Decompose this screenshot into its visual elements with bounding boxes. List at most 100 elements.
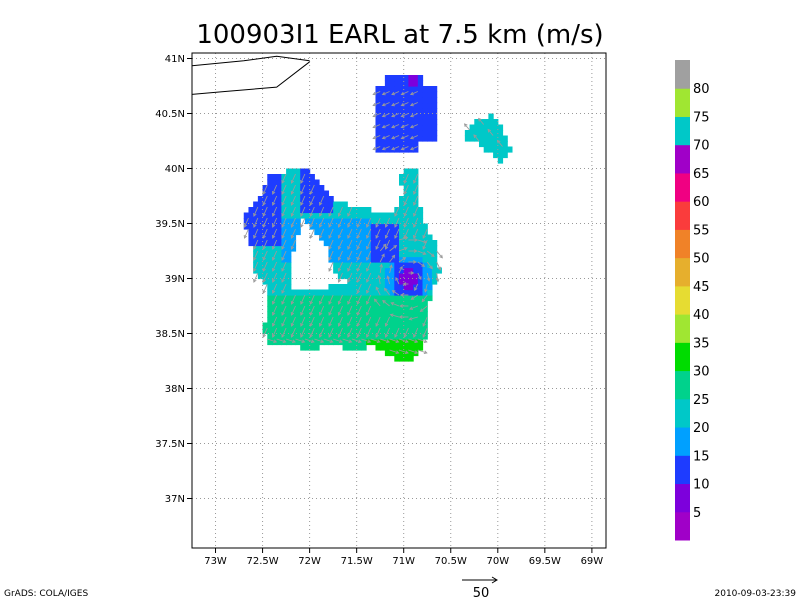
wind-speed-cell <box>399 201 405 208</box>
wind-speed-cell <box>384 223 391 230</box>
wind-vector <box>281 184 287 195</box>
wind-speed-cell <box>342 289 348 296</box>
wind-vector <box>309 195 315 206</box>
wind-speed-cell <box>431 262 438 269</box>
wind-speed-cell <box>399 212 405 219</box>
wind-speed-cell <box>328 223 334 230</box>
wind-speed-cell <box>394 212 400 219</box>
wind-speed-cell <box>342 218 348 225</box>
wind-vector <box>389 264 393 274</box>
wind-speed-cell <box>333 322 339 329</box>
wind-speed-cell <box>314 333 320 340</box>
wind-speed-cell <box>384 350 391 357</box>
wind-speed-cell <box>417 212 424 219</box>
wind-speed-cell <box>361 234 367 241</box>
colorbar-box <box>675 229 690 259</box>
wind-speed-cell <box>408 289 414 296</box>
wind-speed-cell <box>304 185 311 192</box>
wind-vector <box>337 250 343 261</box>
wind-speed-cell <box>304 328 311 335</box>
wind-speed-cell <box>267 196 273 203</box>
wind-speed-cell <box>399 97 405 104</box>
wind-speed-cell <box>375 135 381 142</box>
wind-speed-cell <box>483 119 489 126</box>
wind-vector <box>290 195 296 206</box>
wind-vector <box>290 217 296 228</box>
wind-speed-cell <box>375 91 381 98</box>
wind-speed-cell <box>399 344 405 351</box>
wind-speed-cell <box>403 306 410 313</box>
wind-speed-cell <box>356 251 362 258</box>
wind-speed-cell <box>417 344 424 351</box>
wind-speed-cell <box>380 234 386 241</box>
wind-speed-cell <box>356 262 362 269</box>
wind-speed-cell <box>380 278 386 285</box>
wind-speed-cell <box>262 218 268 225</box>
wind-speed-cell <box>497 157 504 164</box>
wind-speed-cell <box>248 223 254 230</box>
wind-speed-cell <box>314 201 320 208</box>
wind-speed-cell <box>319 289 325 296</box>
wind-speed-cell <box>328 251 334 258</box>
y-tick-label: 38N <box>165 384 185 395</box>
wind-speed-cell <box>276 333 282 340</box>
wind-vector <box>409 113 418 118</box>
wind-speed-cell <box>403 355 410 362</box>
colorbar-label: 45 <box>693 280 710 295</box>
wind-speed-cell <box>276 240 282 247</box>
wind-speed-cell <box>290 185 297 192</box>
wind-speed-cell <box>408 234 414 241</box>
wind-speed-cell <box>394 75 400 82</box>
wind-speed-cell <box>337 212 344 219</box>
wind-speed-cell <box>257 218 264 225</box>
wind-speed-cell <box>431 273 438 280</box>
wind-vector <box>271 305 278 316</box>
wind-speed-cell <box>300 201 306 208</box>
wind-speed-cell <box>323 311 330 318</box>
wind-speed-cell <box>469 135 475 142</box>
wind-speed-cell <box>286 201 292 208</box>
wind-speed-cell <box>403 278 410 285</box>
wind-speed-cell <box>347 278 353 285</box>
wind-speed-cell <box>314 218 320 225</box>
wind-speed-cell <box>417 86 424 93</box>
wind-speed-cell <box>394 223 400 230</box>
wind-speed-cell <box>366 322 372 329</box>
wind-vector <box>384 239 391 250</box>
wind-vector <box>366 305 372 316</box>
wind-speed-cell <box>309 306 315 313</box>
wind-vector <box>366 261 372 272</box>
wind-speed-cell <box>464 130 471 137</box>
wind-speed-cell <box>295 223 301 230</box>
wind-speed-cell <box>281 322 287 329</box>
wind-speed-cell <box>271 229 278 236</box>
wind-speed-cell <box>384 80 391 87</box>
wind-speed-cell <box>380 344 386 351</box>
wind-speed-cell <box>408 207 414 214</box>
wind-speed-cell <box>286 262 292 269</box>
wind-speed-cell <box>290 245 297 252</box>
vector-scale-arrowhead <box>491 576 498 584</box>
wind-speed-cell <box>267 223 273 230</box>
colorbar-label: 50 <box>693 252 710 267</box>
wind-speed-cell <box>347 300 353 307</box>
wind-speed-cell <box>366 207 372 214</box>
wind-speed-cell <box>384 102 391 109</box>
wind-speed-cell <box>328 311 334 318</box>
wind-speed-cell <box>422 278 428 285</box>
colorbar-box <box>675 201 690 230</box>
wind-vector <box>290 228 296 239</box>
wind-vector <box>389 254 396 263</box>
wind-vector <box>408 349 419 354</box>
wind-speed-cell <box>403 262 410 269</box>
wind-vector <box>290 327 296 338</box>
wind-speed-cell <box>351 240 358 247</box>
y-tick-label: 39.5N <box>155 219 185 230</box>
wind-speed-cell <box>323 295 330 302</box>
wind-speed-cell <box>394 124 400 131</box>
wind-speed-cell <box>408 251 414 258</box>
wind-speed-cell <box>323 212 330 219</box>
wind-speed-cell <box>361 339 367 346</box>
wind-speed-cell <box>370 240 377 247</box>
wind-speed-cell <box>478 135 485 142</box>
